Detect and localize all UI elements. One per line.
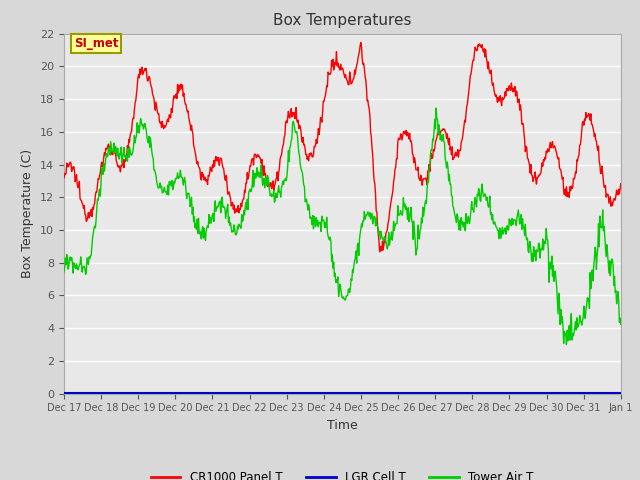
X-axis label: Time: Time [327,419,358,432]
Y-axis label: Box Temperature (C): Box Temperature (C) [22,149,35,278]
Text: SI_met: SI_met [74,37,118,50]
Legend: CR1000 Panel T, LGR Cell T, Tower Air T: CR1000 Panel T, LGR Cell T, Tower Air T [147,466,538,480]
Title: Box Temperatures: Box Temperatures [273,13,412,28]
